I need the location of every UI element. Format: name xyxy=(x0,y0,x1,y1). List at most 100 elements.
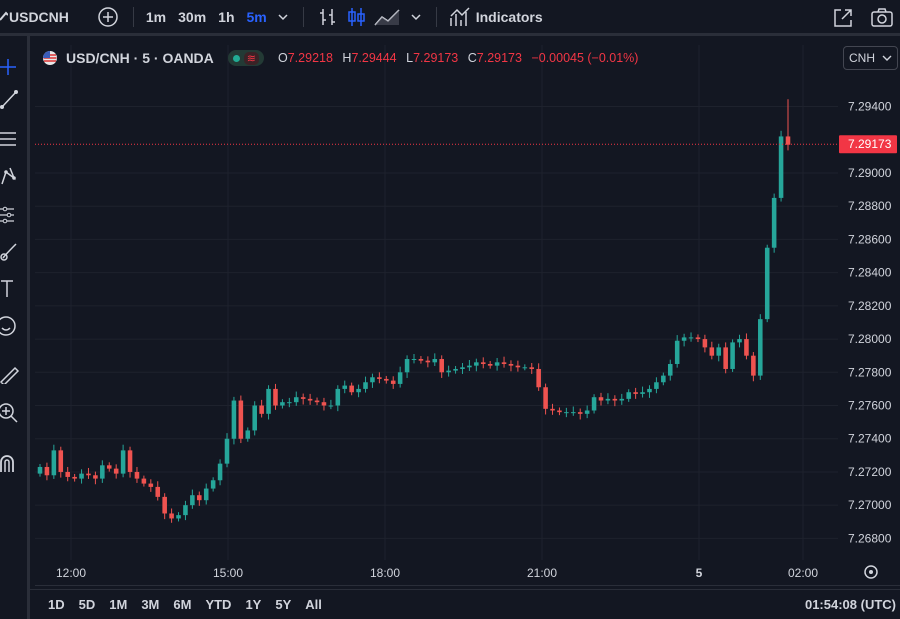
brush-icon[interactable] xyxy=(0,240,22,262)
trend-line-icon[interactable] xyxy=(0,88,22,110)
interval-1m[interactable]: 1m xyxy=(145,8,167,25)
x-tick-label: 18:00 xyxy=(370,566,400,580)
candle xyxy=(120,444,126,478)
candle xyxy=(307,393,313,405)
y-tick-label: 7.26800 xyxy=(848,531,892,545)
change-value: −0.00045 (−0.01%) xyxy=(531,51,639,65)
candle xyxy=(217,459,223,486)
chart-settings-icon[interactable] xyxy=(864,565,878,579)
indicators-button[interactable]: Indicators xyxy=(475,8,543,25)
candle xyxy=(127,446,133,478)
candle xyxy=(446,365,451,377)
interval-5m[interactable]: 5m xyxy=(246,8,267,25)
compare-plus-icon[interactable] xyxy=(97,6,119,28)
crosshair-icon[interactable] xyxy=(0,56,22,78)
candle xyxy=(169,508,174,523)
candle xyxy=(148,479,154,492)
candle xyxy=(58,446,64,478)
chart-area[interactable]: 7.29400 7.29000 7.28800 7.28600 7.28400 7.282… xyxy=(33,39,900,586)
symbol-search-icon[interactable] xyxy=(0,10,8,24)
divider xyxy=(435,6,437,27)
range-1m[interactable]: 1M xyxy=(109,597,128,612)
candle xyxy=(584,405,590,419)
y-tick-label: 7.29000 xyxy=(848,166,892,180)
magnet-icon[interactable] xyxy=(0,452,22,474)
range-6m[interactable]: 6M xyxy=(173,597,192,612)
candle xyxy=(536,363,541,391)
text-tool-icon[interactable] xyxy=(0,278,22,300)
x-tick-label: 02:00 xyxy=(788,566,818,580)
candle xyxy=(771,193,777,253)
range-5y[interactable]: 5Y xyxy=(275,597,292,612)
range-1y[interactable]: 1Y xyxy=(245,597,262,612)
y-tick-label: 7.28000 xyxy=(848,332,892,346)
candle xyxy=(661,372,666,386)
emoji-icon[interactable] xyxy=(0,315,22,337)
candle xyxy=(356,384,361,398)
range-1d[interactable]: 1D xyxy=(48,597,65,612)
divider xyxy=(132,6,134,27)
candle xyxy=(245,427,251,442)
area-chart-type-icon[interactable] xyxy=(374,6,400,28)
ohlc-values: O7.29218 H7.29444 L7.29173 C7.29173 −0.0… xyxy=(278,51,644,65)
candle xyxy=(197,491,202,506)
indicators-icon[interactable] xyxy=(449,6,471,28)
range-all[interactable]: All xyxy=(305,597,322,612)
candle xyxy=(231,396,237,445)
candle xyxy=(238,395,244,444)
candle xyxy=(557,407,562,416)
candle xyxy=(647,385,652,398)
candle xyxy=(439,355,444,378)
candle xyxy=(397,366,403,388)
candle xyxy=(44,462,50,481)
symbol-name[interactable]: USDCNH xyxy=(9,8,69,25)
range-5d[interactable]: 5D xyxy=(78,597,96,612)
candle-chart-type-icon[interactable] xyxy=(346,6,366,28)
market-status-badge[interactable]: ≋ xyxy=(227,50,264,66)
candle xyxy=(744,333,749,360)
forecast-icon[interactable] xyxy=(0,204,22,226)
range-3m[interactable]: 3M xyxy=(141,597,160,612)
candle xyxy=(418,356,424,364)
candle xyxy=(640,386,645,398)
candle xyxy=(134,466,140,483)
candle xyxy=(758,314,763,380)
bar-chart-type-icon[interactable] xyxy=(318,6,338,28)
candlestick-chart[interactable]: 7.29400 7.29000 7.28800 7.28600 7.28400 7.282… xyxy=(33,39,900,586)
candle xyxy=(522,364,528,371)
y-tick-label: 7.27600 xyxy=(848,399,892,413)
bottom-toolbar: 1D 5D 1M 3M 6M YTD 1Y 5Y All 01:54:08 (U… xyxy=(30,589,900,619)
candle xyxy=(390,376,396,389)
currency-select[interactable]: CNH xyxy=(843,46,898,70)
fib-lines-icon[interactable] xyxy=(0,128,22,150)
utc-clock[interactable]: 01:54:08 (UTC) xyxy=(804,597,896,612)
drawing-toolbar xyxy=(0,36,30,619)
candle xyxy=(751,352,756,382)
top-toolbar: USDCNH 1m 30m 1h 5m Indicators xyxy=(0,0,900,36)
wave-icon: ≋ xyxy=(243,51,259,65)
close-value: 7.29173 xyxy=(476,51,522,65)
symbol-title[interactable]: USD/CNH · 5 · OANDA xyxy=(66,50,214,66)
candle xyxy=(723,342,728,374)
y-tick-label: 7.29400 xyxy=(848,100,892,114)
candle xyxy=(571,406,576,416)
candle xyxy=(335,385,341,412)
ruler-icon[interactable] xyxy=(0,362,22,384)
candle xyxy=(432,353,438,366)
camera-icon[interactable] xyxy=(870,7,894,29)
candle xyxy=(467,360,472,371)
candle xyxy=(674,335,680,368)
zoom-in-icon[interactable] xyxy=(0,401,22,423)
candle xyxy=(93,471,98,485)
chevron-down-icon[interactable] xyxy=(410,12,422,22)
chevron-down-icon[interactable] xyxy=(277,12,289,22)
range-ytd[interactable]: YTD xyxy=(205,597,232,612)
interval-1h[interactable]: 1h xyxy=(218,8,235,25)
candle xyxy=(321,397,327,411)
interval-30m[interactable]: 30m xyxy=(178,8,207,25)
candle xyxy=(598,392,604,406)
snapshot-share-icon[interactable] xyxy=(832,7,854,29)
candle xyxy=(730,339,735,372)
candle xyxy=(564,407,569,418)
pattern-icon[interactable] xyxy=(0,166,22,188)
